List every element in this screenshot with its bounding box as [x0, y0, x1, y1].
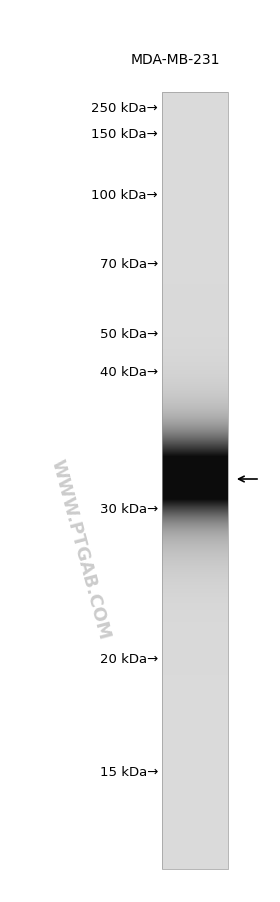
Bar — [162, 93, 228, 869]
Text: 50 kDa→: 50 kDa→ — [100, 328, 158, 341]
Text: 100 kDa→: 100 kDa→ — [91, 189, 158, 202]
Text: WWW.PTGAB.COM: WWW.PTGAB.COM — [47, 457, 113, 641]
Text: 30 kDa→: 30 kDa→ — [100, 503, 158, 516]
Text: 70 kDa→: 70 kDa→ — [100, 258, 158, 272]
Text: 20 kDa→: 20 kDa→ — [100, 653, 158, 666]
Text: 150 kDa→: 150 kDa→ — [91, 128, 158, 142]
Text: 15 kDa→: 15 kDa→ — [100, 766, 158, 778]
Text: 250 kDa→: 250 kDa→ — [91, 101, 158, 115]
Text: MDA-MB-231: MDA-MB-231 — [130, 53, 220, 67]
Text: 40 kDa→: 40 kDa→ — [100, 366, 158, 379]
